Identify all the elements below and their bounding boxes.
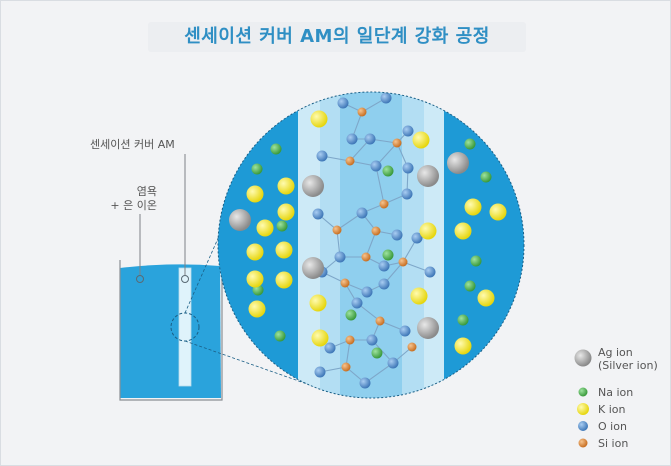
si-ions [332,107,417,372]
si-ion-icon [578,438,588,448]
legend-ag-sub: (Silver ion) [598,359,658,372]
title-bar [148,22,526,52]
legend-na-label: Na ion [598,386,634,399]
legend-ag-label: Ag ion [598,346,633,359]
na-ion-icon [578,387,588,397]
o-ion-icon [578,421,588,431]
legend-swatches [574,349,592,448]
glass-cover [178,267,192,387]
na-ions [251,138,492,359]
magnified-circle-border [217,91,525,399]
o-ions [312,92,436,389]
k-ion-icon [577,403,589,415]
salt-bath-tank [119,258,223,401]
legend-si-label: Si ion [598,437,629,450]
legend-k-label: K ion [598,403,626,416]
k-ions [246,110,507,355]
magnified-view [218,92,524,398]
cover-label: 센세이션 커버 AM [90,138,175,151]
ag-ion-icon [574,349,592,367]
bath-label-line1: 염욕 [136,185,157,198]
diagram-title: 센세이션 커버 AM의 일단계 강화 공정 [184,26,490,47]
bath-label-line2: + 은 이온 [110,199,157,212]
legend-o-label: O ion [598,420,627,433]
ag-ions [229,152,469,339]
